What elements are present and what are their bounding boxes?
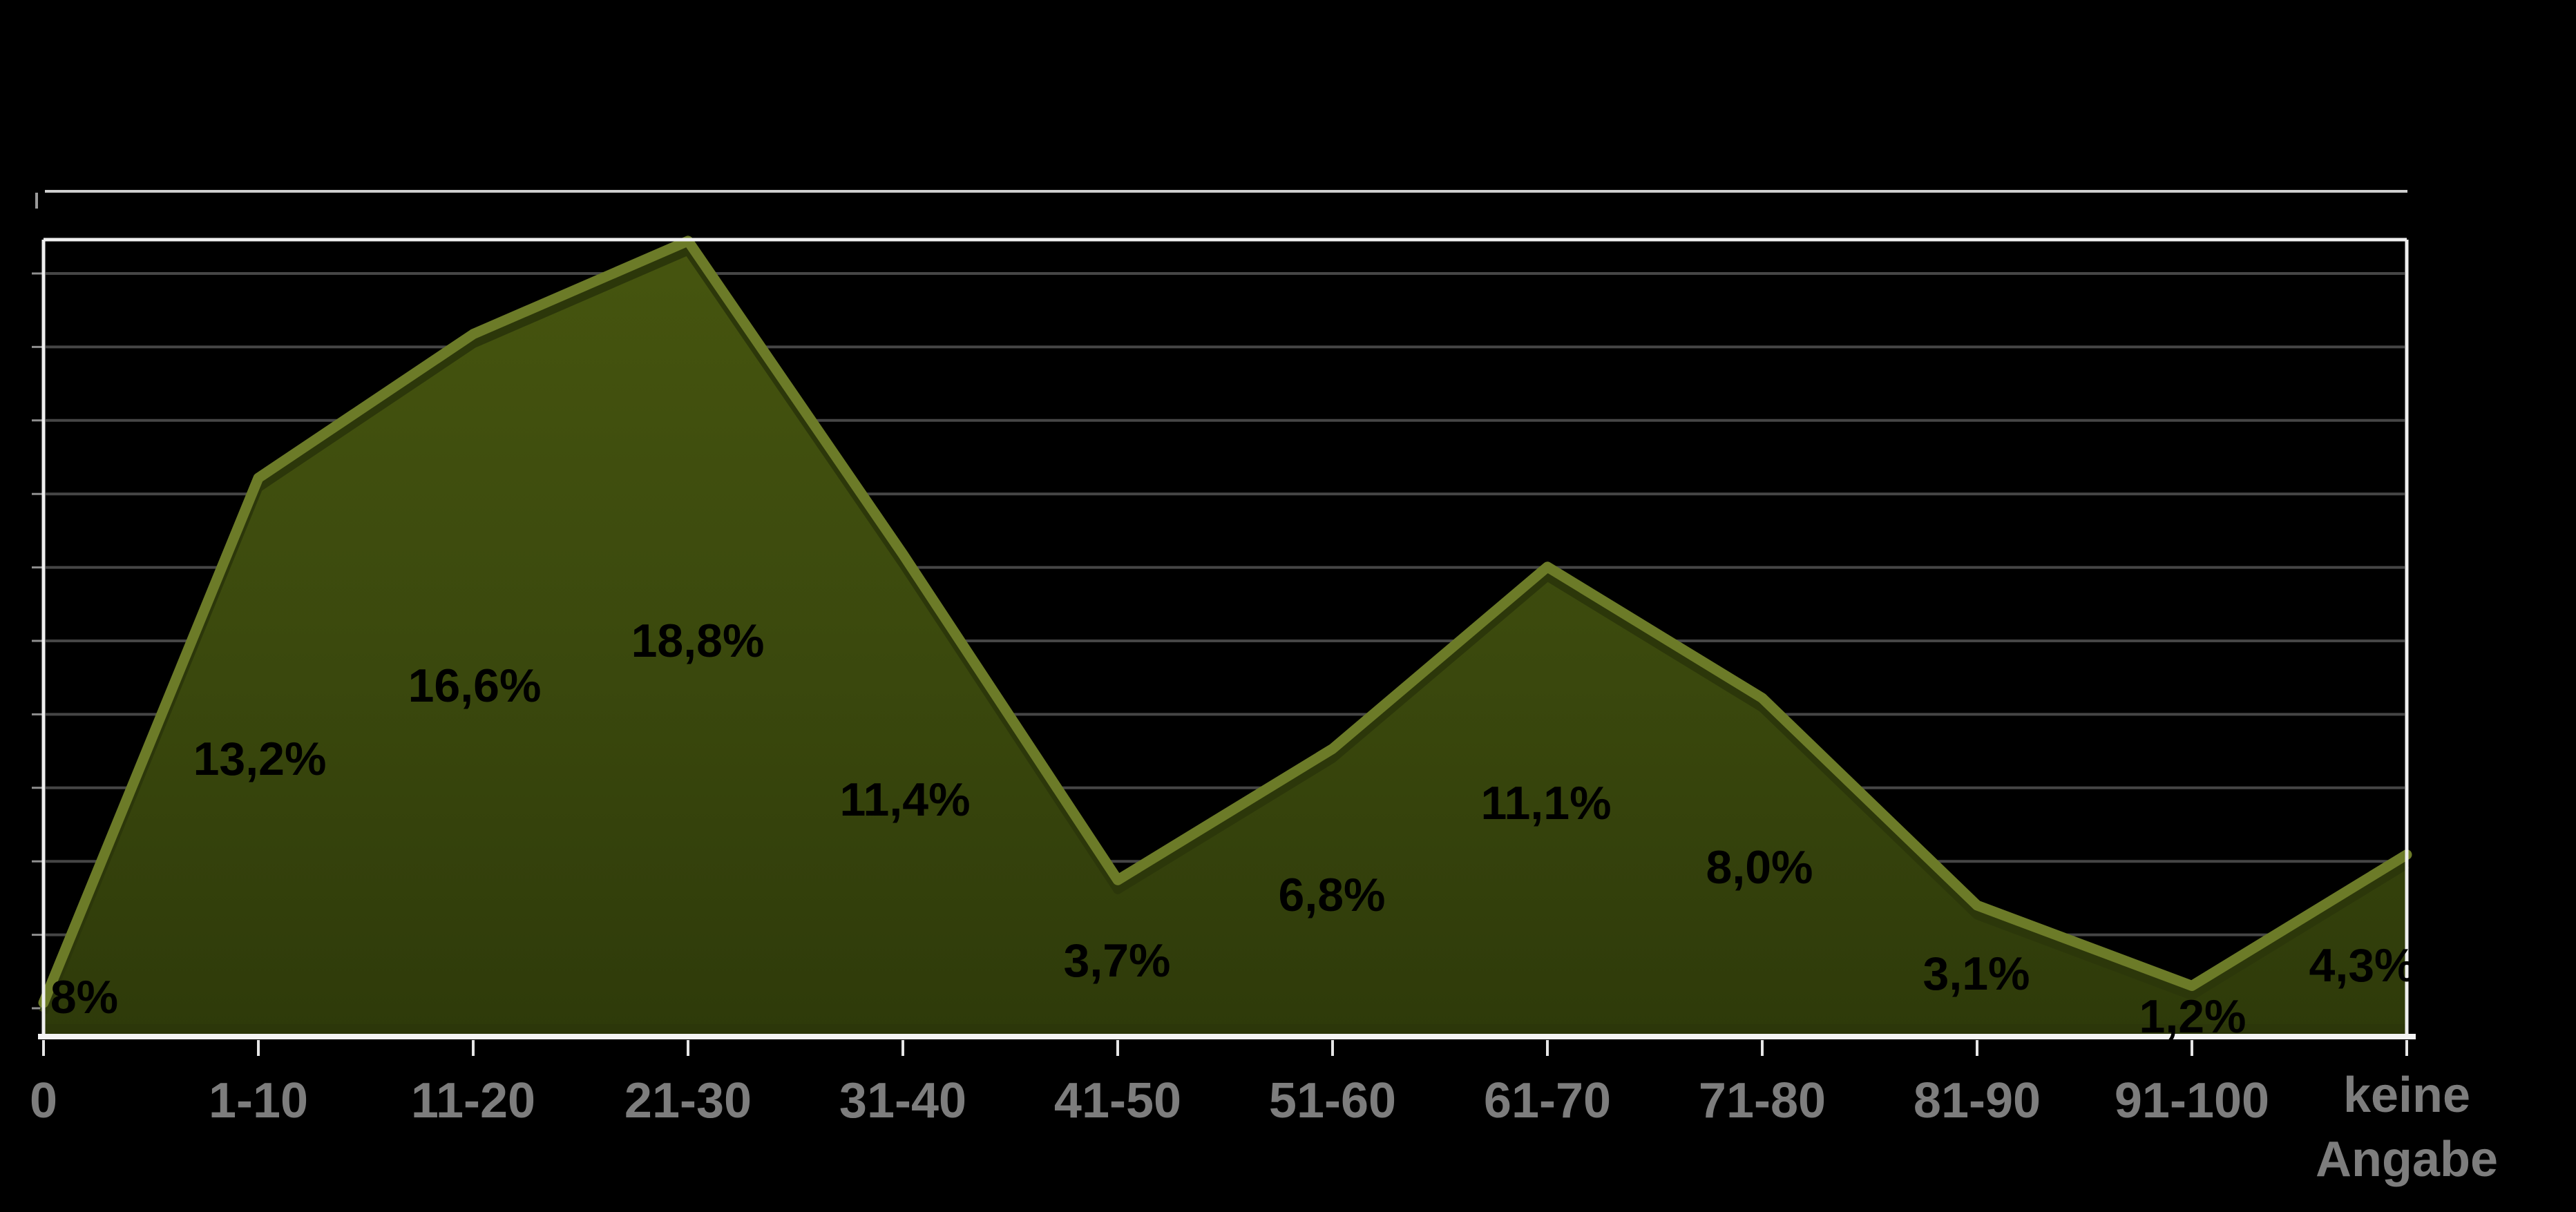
data-label: 3,1% <box>1923 948 2030 1000</box>
x-axis-label: 21-30 <box>624 1073 752 1128</box>
x-axis-ticks <box>42 1040 2408 1056</box>
data-label: 8,0% <box>1706 841 1813 894</box>
x-axis-label: 81-90 <box>1914 1073 2041 1128</box>
x-axis-label: 31-40 <box>839 1073 966 1128</box>
area-fill <box>44 240 2407 1037</box>
data-label: 4,3% <box>2309 939 2416 992</box>
x-axis-label: keine Angabe <box>2316 1068 2498 1187</box>
data-label: 1,2% <box>2139 990 2246 1043</box>
plot-border <box>41 238 2409 1037</box>
data-label: 18,8% <box>631 615 765 667</box>
y-axis-ticks <box>32 272 44 1010</box>
title-separator-line <box>35 190 2407 209</box>
x-axis-labels: 0 1-10 11-20 21-30 31-40 41-50 51-60 61-70 71-80… <box>30 1068 2498 1187</box>
data-label: 8% <box>50 971 118 1023</box>
data-label: 13,2% <box>193 733 327 785</box>
area-edge-shadow <box>39 246 2410 1014</box>
area-series <box>38 235 2412 1037</box>
x-axis-label: 91-100 <box>2115 1073 2269 1128</box>
x-axis-label: 41-50 <box>1054 1073 1181 1128</box>
x-axis-label: 11-20 <box>411 1073 535 1128</box>
data-label: 3,7% <box>1064 934 1171 987</box>
area-edge-highlight <box>38 235 2412 1008</box>
data-labels: 8% 13,2% 16,6% 18,8% 11,4% 3,7% 6,8% 11,1% 8,0% 3… <box>50 615 2416 1043</box>
x-axis-label: 1-10 <box>209 1073 308 1128</box>
data-label: 11,4% <box>839 773 970 826</box>
x-axis-label: 61-70 <box>1484 1073 1611 1128</box>
data-label: 16,6% <box>408 660 542 712</box>
x-axis-label: 0 <box>30 1073 57 1128</box>
data-label: 6,8% <box>1279 869 1386 921</box>
x-axis-label: 71-80 <box>1699 1073 1826 1128</box>
x-axis-label: 51-60 <box>1269 1073 1396 1128</box>
data-label: 11,1% <box>1480 777 1611 829</box>
